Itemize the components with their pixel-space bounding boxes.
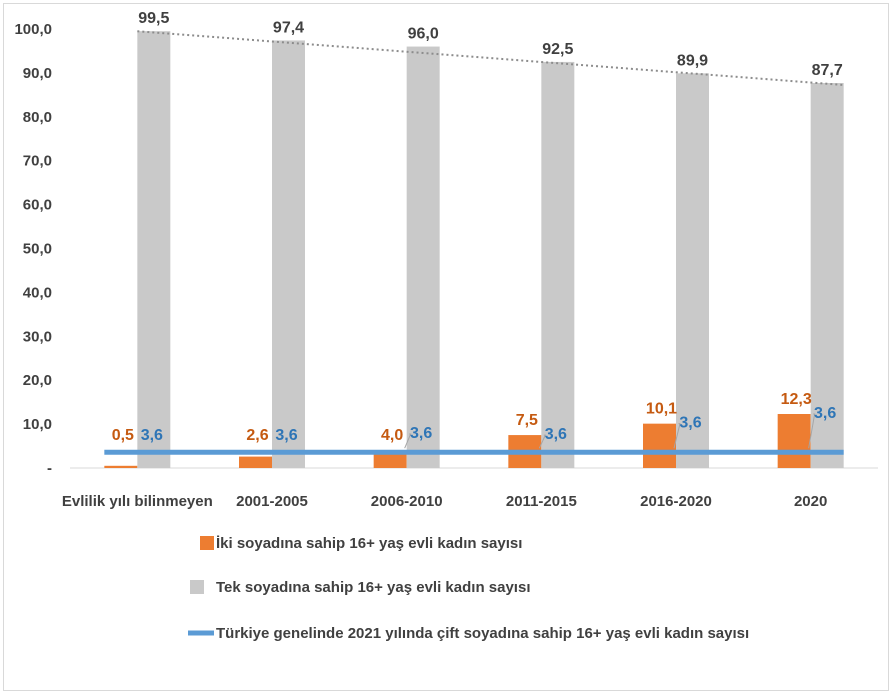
x-tick-label: 2020	[794, 493, 827, 510]
x-tick-label: 2001-2005	[236, 493, 308, 510]
y-tick-label: 10,0	[23, 416, 52, 433]
leader-line	[808, 413, 816, 449]
bar-tek-soyad	[676, 73, 709, 469]
x-tick-label: 2016-2020	[640, 493, 712, 510]
y-tick-label: 50,0	[23, 241, 52, 258]
axis-layer: - 10,0 20,0 30,0 40,0 50,0 60,0 70,0 80,0 90,0 100…	[14, 21, 878, 510]
bar-iki-soyad	[239, 456, 272, 468]
legend-label-turkiye-2021: Türkiye genelinde 2021 yılında çift soya…	[216, 625, 749, 642]
y-tick-label: 20,0	[23, 372, 52, 389]
trendline-tek-soyad	[137, 30, 844, 86]
y-tick-label: 60,0	[23, 197, 52, 214]
bar-iki-soyad	[373, 450, 407, 468]
data-label-turkiye-2021: 3,6	[679, 415, 701, 432]
data-label-tek-soyad: 92,5	[542, 41, 573, 58]
data-label-iki-soyad: 7,5	[516, 412, 538, 429]
y-tick-label: 70,0	[23, 153, 52, 170]
bar-iki-soyad	[104, 465, 138, 468]
bar-tek-soyad	[406, 46, 440, 469]
bar-iki-soyad	[643, 423, 676, 468]
leader-line	[404, 433, 412, 449]
data-label-iki-soyad: 4,0	[381, 427, 403, 444]
bar-iki-soyad	[777, 414, 811, 468]
legend-label-iki-soyad: İki soyadına sahip 16+ yaş evli kadın sa…	[216, 535, 522, 552]
legend-swatch-iki-soyad	[200, 536, 214, 550]
leader-line	[673, 423, 681, 449]
data-label-turkiye-2021: 3,6	[141, 427, 163, 444]
y-tick-label: 80,0	[23, 109, 52, 126]
data-label-iki-soyad: 10,1	[646, 401, 677, 418]
x-tick-label: Evlilik yılı bilinmeyen	[62, 493, 213, 510]
data-label-turkiye-2021: 3,6	[545, 426, 567, 443]
data-label-tek-soyad: 96,0	[408, 26, 439, 43]
bar-tek-soyad	[810, 82, 844, 468]
y-tick-label: 40,0	[23, 284, 52, 301]
bar-tek-soyad	[137, 31, 171, 468]
x-tick-label: 2011-2015	[506, 493, 577, 510]
bar-tek-soyad	[272, 40, 305, 468]
y-tick-label: -	[47, 460, 52, 477]
bar-layer	[104, 31, 844, 469]
y-tick-label: 30,0	[23, 328, 52, 345]
data-label-tek-soyad: 89,9	[677, 52, 708, 69]
legend-swatch-tek-soyad	[190, 580, 204, 594]
line-layer	[104, 30, 844, 455]
data-label-iki-soyad: 2,6	[246, 427, 268, 444]
data-label-iki-soyad: 12,3	[781, 391, 812, 408]
data-label-tek-soyad: 87,7	[812, 62, 843, 79]
data-label-turkiye-2021: 3,6	[275, 427, 297, 444]
data-label-tek-soyad: 97,4	[273, 19, 304, 36]
data-label-iki-soyad: 0,5	[112, 427, 134, 444]
legend-label-tek-soyad: Tek soyadına sahip 16+ yaş evli kadın sa…	[216, 579, 530, 596]
leader-line	[538, 434, 547, 449]
y-tick-label: 100,0	[14, 21, 52, 38]
data-label-tek-soyad: 99,5	[138, 10, 169, 27]
bar-tek-soyad	[541, 61, 575, 469]
label-layer: 99,5 97,4 96,0 92,5 89,9 87,7 0,5 2,6 4,0 7,5 10,1…	[112, 10, 843, 449]
data-label-turkiye-2021: 3,6	[814, 405, 836, 422]
data-label-turkiye-2021: 3,6	[410, 425, 432, 442]
x-tick-label: 2006-2010	[371, 493, 443, 510]
legend: İki soyadına sahip 16+ yaş evli kadın sa…	[188, 535, 749, 642]
y-tick-label: 90,0	[23, 65, 52, 82]
